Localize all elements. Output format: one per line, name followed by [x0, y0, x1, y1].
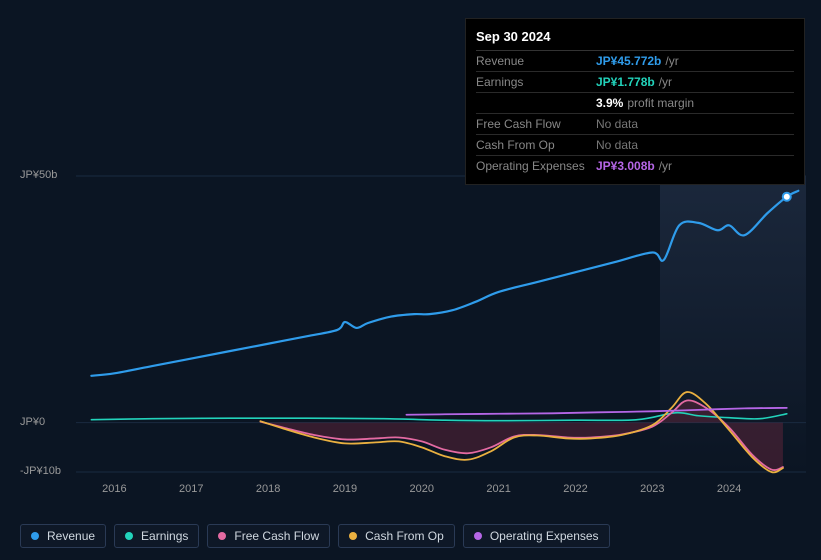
tooltip-metric-value: JP¥3.008b	[596, 159, 655, 173]
tooltip-row: Operating ExpensesJP¥3.008b/yr	[476, 156, 794, 176]
tooltip-metric-unit: profit margin	[627, 96, 694, 110]
chart-plot-area[interactable]	[16, 158, 806, 482]
legend-item[interactable]: Earnings	[114, 524, 199, 548]
tooltip-metric-label: Cash From Op	[476, 138, 596, 152]
tooltip-metric-label: Free Cash Flow	[476, 117, 596, 131]
tooltip-metric-label: Operating Expenses	[476, 159, 596, 173]
tooltip-metric-unit: /yr	[659, 75, 672, 89]
legend-dot-icon	[349, 532, 357, 540]
legend-item[interactable]: Revenue	[20, 524, 106, 548]
tooltip-metric-value: No data	[596, 138, 638, 152]
x-axis-label: 2024	[717, 483, 741, 495]
x-axis-label: 2019	[333, 483, 357, 495]
series-line	[406, 408, 786, 415]
x-axis-label: 2022	[563, 483, 587, 495]
legend-dot-icon	[474, 532, 482, 540]
legend-label: Free Cash Flow	[234, 529, 319, 543]
tooltip-metric-unit: /yr	[659, 159, 672, 173]
legend-label: Operating Expenses	[490, 529, 599, 543]
tooltip-date: Sep 30 2024	[476, 25, 794, 51]
tooltip-row: Free Cash FlowNo data	[476, 114, 794, 135]
x-axis-label: 2020	[410, 483, 434, 495]
tooltip-metric-label: Revenue	[476, 54, 596, 68]
financials-chart[interactable]: JP¥50bJP¥0-JP¥10b 2016201720182019202020…	[16, 158, 806, 508]
chart-legend: Revenue Earnings Free Cash Flow Cash From O…	[20, 524, 610, 548]
legend-item[interactable]: Free Cash Flow	[207, 524, 330, 548]
tooltip-row: RevenueJP¥45.772b/yr	[476, 51, 794, 72]
legend-label: Cash From Op	[365, 529, 444, 543]
x-axis-label: 2023	[640, 483, 664, 495]
x-axis-label: 2021	[486, 483, 510, 495]
chart-marker-dot	[783, 193, 791, 201]
series-line	[91, 191, 798, 376]
legend-item[interactable]: Operating Expenses	[463, 524, 610, 548]
legend-dot-icon	[125, 532, 133, 540]
chart-tooltip: Sep 30 2024 RevenueJP¥45.772b/yrEarnings…	[465, 18, 805, 185]
tooltip-row: Cash From OpNo data	[476, 135, 794, 156]
tooltip-row: EarningsJP¥1.778b/yr	[476, 72, 794, 93]
legend-label: Revenue	[47, 529, 95, 543]
x-axis-label: 2016	[102, 483, 126, 495]
legend-dot-icon	[31, 532, 39, 540]
tooltip-metric-unit: /yr	[665, 54, 678, 68]
tooltip-metric-value: JP¥1.778b	[596, 75, 655, 89]
tooltip-metric-value: No data	[596, 117, 638, 131]
tooltip-metric-value: JP¥45.772b	[596, 54, 661, 68]
legend-label: Earnings	[141, 529, 188, 543]
tooltip-row: 3.9% profit margin	[476, 93, 794, 114]
tooltip-metric-value: 3.9%	[596, 96, 623, 110]
legend-item[interactable]: Cash From Op	[338, 524, 455, 548]
x-axis-label: 2017	[179, 483, 203, 495]
legend-dot-icon	[218, 532, 226, 540]
tooltip-metric-label: Earnings	[476, 75, 596, 89]
x-axis-label: 2018	[256, 483, 280, 495]
